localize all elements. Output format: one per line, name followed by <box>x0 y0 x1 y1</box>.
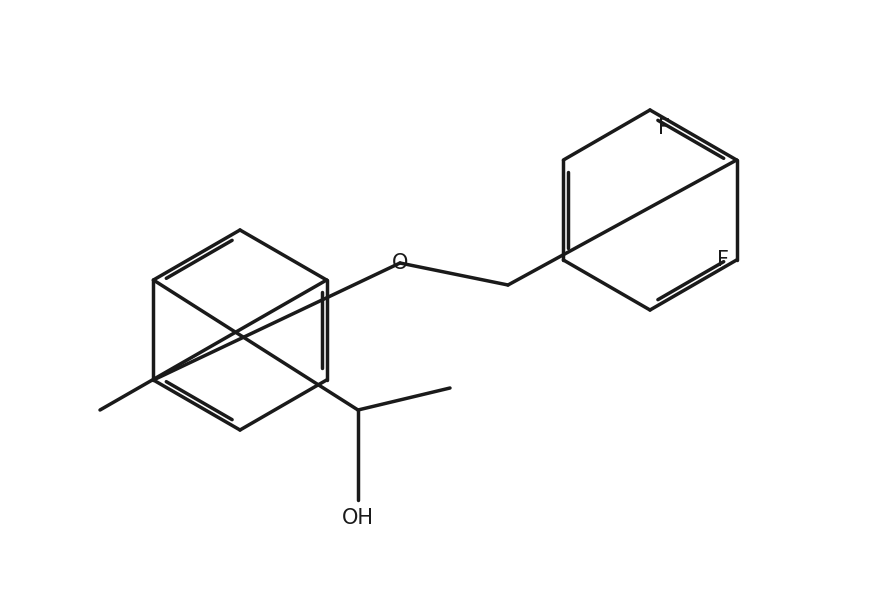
Text: OH: OH <box>342 508 374 528</box>
Text: O: O <box>392 253 408 273</box>
Text: F: F <box>717 250 728 270</box>
Text: F: F <box>658 118 670 138</box>
